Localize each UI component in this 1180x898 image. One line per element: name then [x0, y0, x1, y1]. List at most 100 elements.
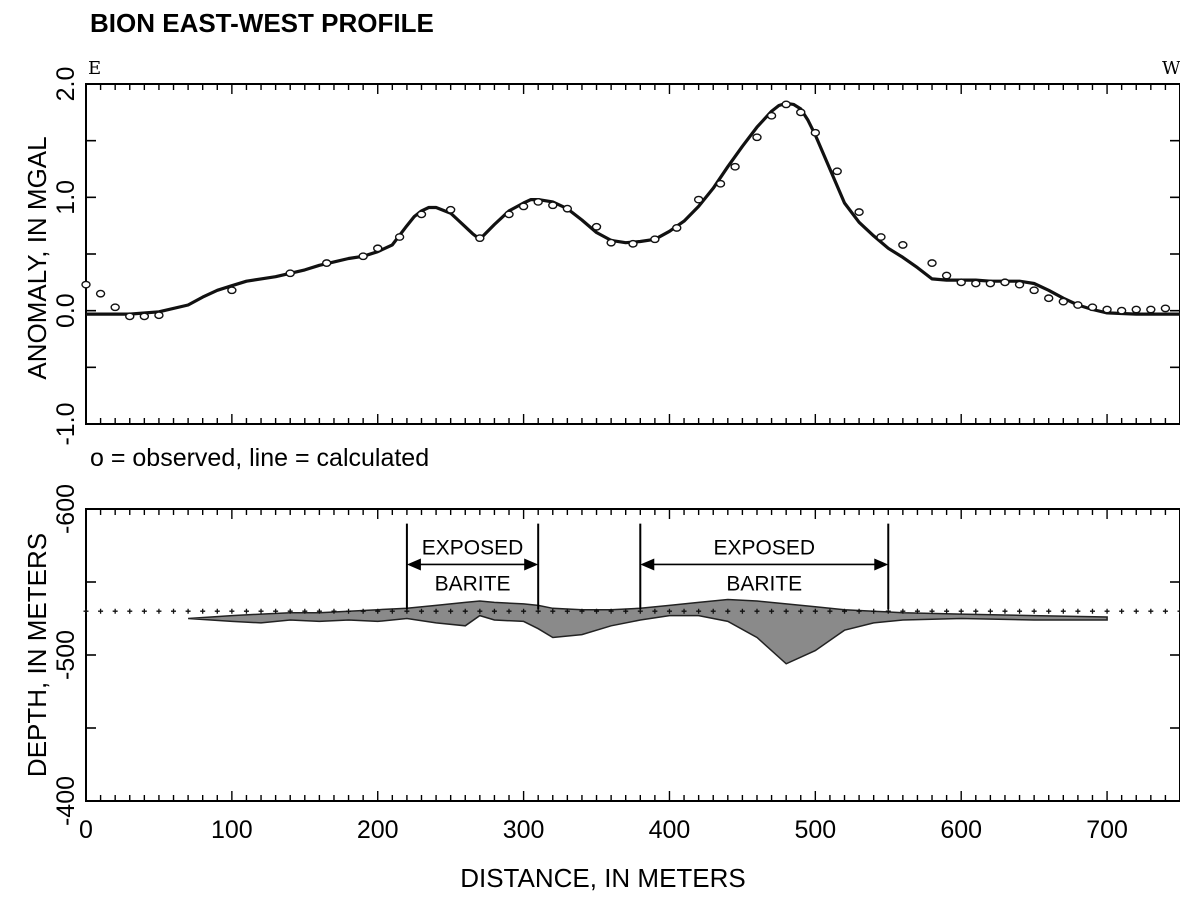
observed-point: [1102, 305, 1112, 314]
surface-mark: [637, 608, 643, 614]
surface-mark: [564, 608, 570, 614]
observed-point: [781, 100, 791, 109]
surface-mark: [623, 608, 629, 614]
surface-mark: [156, 608, 162, 614]
annotation-backing: [720, 570, 809, 595]
surface-mark: [448, 608, 454, 614]
observed-point: [416, 210, 427, 219]
surface-mark: [769, 608, 775, 614]
surface-mark: [229, 608, 235, 614]
observed-point: [548, 201, 558, 210]
observed-point: [730, 162, 740, 171]
surface-mark: [987, 608, 993, 614]
surface-mark: [1002, 608, 1008, 614]
observed-point: [766, 111, 777, 120]
annotation-line1: EXPOSED: [422, 536, 524, 559]
surface-mark: [171, 608, 177, 614]
surface-mark: [258, 608, 264, 614]
annotation-line1: EXPOSED: [714, 536, 816, 559]
observed-point: [1029, 286, 1039, 295]
surface-mark: [1177, 608, 1180, 614]
y-tick-label: 0.0: [52, 293, 80, 328]
observed-point: [628, 239, 638, 248]
surface-mark: [141, 608, 147, 614]
chart-title: BION EAST-WEST PROFILE: [90, 8, 434, 38]
bottom-y-axis-label: DEPTH, IN METERS: [22, 533, 52, 777]
annotation-arrowhead-right: [874, 558, 889, 571]
observed-point: [591, 222, 602, 231]
surface-mark: [958, 608, 964, 614]
x-tick-label: 500: [794, 816, 836, 844]
surface-mark: [83, 608, 89, 614]
observed-point: [1131, 305, 1141, 314]
surface-mark: [491, 608, 497, 614]
direction-left-label: E: [88, 58, 101, 79]
surface-mark: [346, 608, 352, 614]
observed-point: [321, 259, 332, 267]
observed-point: [1146, 305, 1156, 314]
observed-point: [373, 244, 383, 253]
x-axis-label: DISTANCE, IN METERS: [460, 863, 746, 893]
annotation-backing: [422, 534, 524, 559]
surface-mark: [1046, 608, 1052, 614]
bottom-ticks: [85, 508, 1180, 802]
surface-mark: [214, 608, 220, 614]
x-tick-label: 600: [940, 816, 982, 844]
surface-mark: [1031, 608, 1037, 614]
surface-mark: [608, 608, 614, 614]
surface-mark: [1017, 608, 1023, 614]
observed-point: [832, 167, 842, 176]
surface-mark: [550, 608, 556, 614]
bottom-panel: -400 -500 -600 DEPTH, IN METERS EXPOSED BAR…: [22, 484, 1180, 893]
observed-point: [533, 197, 543, 206]
surface-mark: [302, 608, 308, 614]
direction-right-label: W: [1162, 58, 1180, 79]
observed-point: [562, 204, 573, 213]
observed-point: [693, 195, 704, 204]
surface-mark: [725, 608, 731, 614]
observed-point: [1044, 294, 1054, 303]
surface-mark: [243, 608, 249, 614]
surface-mark: [696, 608, 702, 614]
observed-point: [715, 179, 726, 188]
annotation-backing: [428, 570, 517, 595]
y-tick-label: -500: [52, 630, 80, 680]
y-tick-label: -600: [52, 484, 80, 534]
surface-mark: [1119, 608, 1125, 614]
surface-mark: [871, 608, 877, 614]
observed-point: [672, 224, 682, 232]
y-tick-label: 2.0: [52, 67, 80, 102]
x-tick-label: 200: [357, 816, 399, 844]
surface-mark: [1060, 608, 1066, 614]
surface-mark: [389, 608, 395, 614]
surface-mark: [287, 608, 293, 614]
surface-mark: [739, 608, 745, 614]
surface-mark: [1133, 608, 1139, 614]
surface-mark: [594, 608, 600, 614]
x-tick-label: 300: [503, 816, 545, 844]
surface-mark: [681, 608, 687, 614]
x-tick-label: 400: [649, 816, 691, 844]
surface-mark: [842, 608, 848, 614]
surface-mark: [710, 608, 716, 614]
surface-mark: [1162, 608, 1168, 614]
top-panel: -1.0 0.0 1.0 2.0 ANOMALY, IN MGAL: [22, 67, 1180, 446]
observed-point: [1116, 306, 1127, 315]
observed-point: [518, 202, 529, 211]
x-tick-label: 700: [1086, 816, 1128, 844]
surface-mark: [535, 608, 541, 614]
observed-point: [1073, 301, 1083, 309]
annotation-line2: BARITE: [726, 572, 802, 595]
surface-mark: [112, 608, 118, 614]
observed-point: [941, 271, 952, 280]
y-tick-label: 1.0: [52, 180, 80, 215]
top-ticks: [85, 83, 1180, 425]
observed-point: [956, 278, 966, 287]
annotation-backing: [713, 534, 815, 559]
observed-point: [971, 279, 981, 288]
observed-point: [927, 259, 937, 267]
surface-mark: [98, 608, 104, 614]
annotation-arrowhead-right: [524, 558, 539, 571]
annotation-line2: BARITE: [435, 572, 511, 595]
